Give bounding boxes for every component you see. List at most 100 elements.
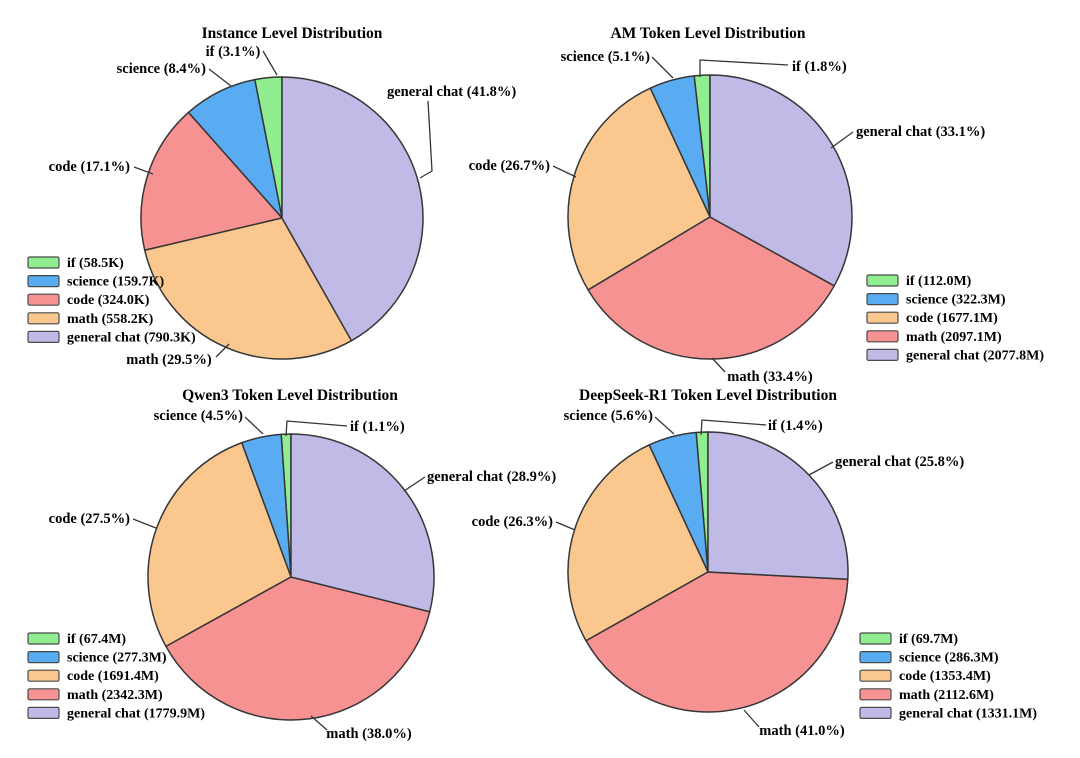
pie-slice-code (147, 442, 292, 648)
legend-label: math (2342.3M) (67, 688, 163, 703)
annotation-leader-line (403, 476, 426, 492)
legend-swatch-if (866, 274, 899, 287)
slice-label: science (5.6%) (564, 408, 654, 424)
slice-label: general chat (25.8%) (835, 454, 964, 470)
legend-swatch-code (27, 669, 60, 682)
legend-swatch-math (27, 312, 60, 325)
legend-swatch-code (866, 311, 899, 324)
legend-swatch-general-chat (27, 706, 60, 719)
chart-title: DeepSeek-R1 Token Level Distribution (579, 387, 837, 404)
legend-label: science (286.3M) (899, 651, 999, 666)
chart-title: Qwen3 Token Level Distribution (182, 387, 398, 404)
legend-swatch-if (27, 632, 60, 645)
legend-swatch-math (859, 688, 892, 701)
slice-label: science (8.4%) (117, 61, 207, 77)
pie-slice-general-chat (281, 76, 424, 342)
legend-swatch-science (27, 651, 60, 664)
legend-label: if (67.4M) (67, 632, 126, 647)
annotation-leader-line (743, 709, 760, 728)
legend-label: math (558.2K) (67, 312, 154, 327)
slice-label: code (17.1%) (49, 159, 131, 175)
pie-slice-code (567, 87, 711, 291)
legend-swatch-general-chat (27, 330, 60, 343)
annotation-leader-line (285, 420, 348, 437)
legend-swatch-general-chat (866, 348, 899, 361)
pie-slice-general-chat (290, 433, 435, 613)
chart-deepseek-r1-token-level-distribution: DeepSeek-R1 Token Level Distribution scie… (472, 379, 1080, 758)
annotation-leader-line (244, 416, 264, 435)
chart-title: Instance Level Distribution (202, 25, 383, 42)
annotation-leader-line (262, 50, 278, 76)
slice-label: if (1.1%) (350, 419, 405, 435)
pie-slice-math (585, 571, 849, 713)
legend-label: code (1677.1M) (906, 311, 998, 326)
slice-label: math (33.4%) (727, 369, 813, 385)
legend-swatch-if (27, 256, 60, 269)
legend-label: general chat (2077.8M) (906, 348, 1044, 363)
slice-label: general chat (41.8%) (387, 84, 516, 100)
legend-swatch-if (859, 632, 892, 645)
annotation-leader-line (552, 165, 577, 178)
legend-swatch-science (859, 651, 892, 664)
annotation-leader-line (700, 419, 767, 436)
legend-swatch-general-chat (859, 706, 892, 719)
annotation-leader-line (310, 715, 328, 731)
annotation-leader-line (651, 56, 674, 79)
slice-label: math (41.0%) (759, 723, 845, 739)
legend-label: code (1691.4M) (67, 669, 159, 684)
chart-am-token-level-distribution: AM Token Level Distribution science (5.1%… (469, 0, 1080, 385)
pie-slice-general-chat (709, 74, 853, 287)
legend-label: science (277.3M) (67, 651, 167, 666)
legend-swatch-code (859, 669, 892, 682)
instance-level-pie-svg: Instance Level Distribution if (3.1%)scie… (27, 25, 516, 368)
legend-label: science (322.3M) (906, 293, 1006, 308)
slice-label: math (38.0%) (326, 726, 412, 742)
annotation-leader-line (808, 461, 834, 476)
legend-label: general chat (1779.9M) (67, 706, 205, 721)
legend-swatch-code (27, 293, 60, 306)
annotation-leader-line (699, 59, 789, 77)
annotation-leader-line (419, 100, 433, 179)
legend-label: if (58.5K) (67, 256, 124, 271)
legend-label: if (69.7M) (899, 632, 958, 647)
legend-swatch-math (27, 688, 60, 701)
chart-title: AM Token Level Distribution (610, 25, 805, 42)
annotation-leader-line (830, 131, 854, 149)
annotation-leader-line (555, 521, 576, 531)
slice-label: if (3.1%) (206, 44, 261, 60)
legend-swatch-science (866, 293, 899, 306)
annotation-leader-line (208, 68, 232, 87)
chart-instance-level-distribution: Instance Level Distribution if (3.1%) scie… (0, 0, 540, 379)
legend-label: if (112.0M) (906, 274, 972, 289)
legend-label: general chat (1331.1M) (899, 706, 1037, 721)
legend-label: code (324.0K) (67, 293, 150, 308)
slice-label: if (1.8%) (792, 59, 847, 75)
am-token-level-pie-svg: AM Token Level Distribution science (5.1%… (469, 25, 1045, 385)
annotation-leader-line (215, 343, 230, 358)
chart-qwen3-token-level-distribution: Qwen3 Token Level Distribution science (4… (0, 379, 556, 758)
slice-label: code (26.3%) (472, 514, 554, 530)
slice-label: science (5.1%) (561, 49, 651, 65)
legend-label: math (2097.1M) (906, 330, 1002, 345)
annotation-leader-line (711, 357, 726, 373)
pie-slice-general-chat (707, 431, 849, 581)
legend-label: code (1353.4M) (899, 669, 991, 684)
pie-slice-code (567, 444, 709, 642)
slice-label: code (27.5%) (49, 511, 131, 527)
pie-slice-code (140, 111, 283, 252)
slice-label: general chat (28.9%) (427, 469, 556, 485)
slice-label: code (26.7%) (469, 158, 551, 174)
pie-slice-math (165, 576, 431, 721)
legend-swatch-science (27, 275, 60, 288)
annotation-leader-line (133, 166, 154, 175)
legend-label: math (2112.6M) (899, 688, 994, 703)
qwen3-token-level-pie-svg: Qwen3 Token Level Distribution science (4… (27, 387, 556, 742)
slice-label: math (29.5%) (126, 352, 212, 368)
slice-label: if (1.4%) (768, 418, 823, 434)
slice-label: science (4.5%) (154, 408, 244, 424)
legend-swatch-math (866, 330, 899, 343)
legend-label: general chat (790.3K) (67, 330, 196, 345)
deepseek-r1-token-level-pie-svg: DeepSeek-R1 Token Level Distribution scie… (472, 387, 1038, 739)
slice-label: general chat (33.1%) (856, 124, 985, 140)
